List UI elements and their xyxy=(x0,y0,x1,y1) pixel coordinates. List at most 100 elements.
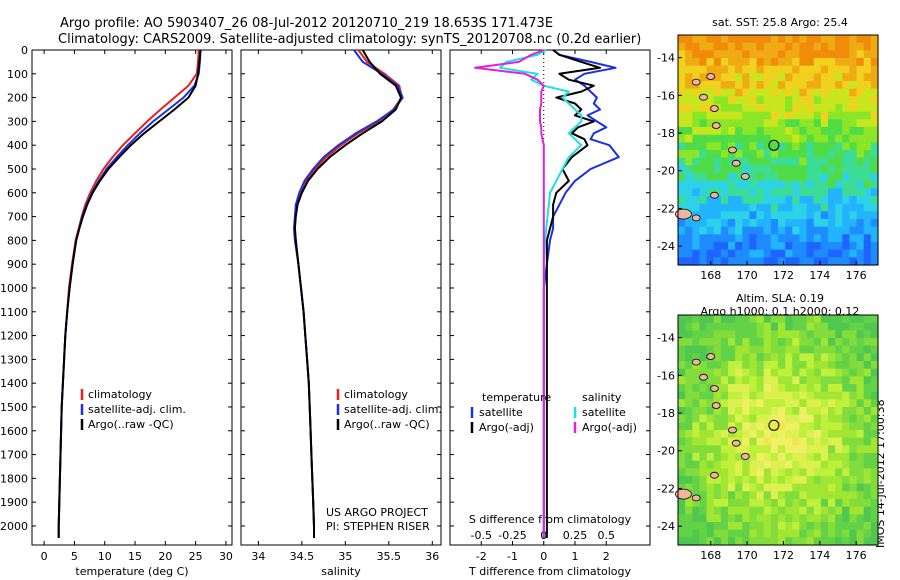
map-cell xyxy=(678,65,686,74)
map-cell xyxy=(720,50,729,59)
map-cell xyxy=(785,157,793,166)
map-cell xyxy=(842,81,851,90)
map-cell xyxy=(806,522,815,531)
map-cell xyxy=(735,322,743,331)
map-cell xyxy=(806,196,815,205)
map-cell xyxy=(713,65,722,74)
map-cell xyxy=(713,42,722,51)
map-cell xyxy=(806,476,815,485)
map-cell xyxy=(692,65,701,74)
map-cell xyxy=(763,529,772,538)
map-cell xyxy=(678,468,686,477)
map-cell xyxy=(792,119,801,128)
map-cell xyxy=(728,73,736,82)
map-cell xyxy=(849,476,858,485)
island xyxy=(710,471,719,479)
map-cell xyxy=(806,338,815,347)
map-cell xyxy=(742,338,751,347)
map-cell xyxy=(699,111,708,120)
map-cell xyxy=(863,537,872,546)
map-cell xyxy=(763,203,772,212)
y-tick-label: 1700 xyxy=(0,449,28,462)
map-cell xyxy=(799,42,808,51)
map-cell xyxy=(713,445,722,454)
map-cell xyxy=(820,353,829,362)
map-cell xyxy=(813,529,822,538)
map-cell xyxy=(828,414,836,423)
map-cell xyxy=(813,88,822,97)
map-cell xyxy=(763,165,772,174)
map-cell xyxy=(835,376,843,385)
map-cell xyxy=(820,50,829,59)
map-cell xyxy=(742,522,751,531)
island xyxy=(699,93,708,101)
map-cell xyxy=(820,414,829,423)
map-cell xyxy=(870,322,879,331)
map-cell xyxy=(678,58,686,67)
map-cell xyxy=(828,353,836,362)
map-cell xyxy=(756,196,765,205)
map-cell xyxy=(835,361,843,370)
map-cell xyxy=(778,460,786,469)
map-cell xyxy=(749,88,758,97)
map-cell xyxy=(763,234,772,243)
map-cell xyxy=(685,104,693,113)
map-cell xyxy=(728,111,736,120)
map-cell xyxy=(706,165,715,174)
map-cell xyxy=(870,226,879,235)
map-y-tick-label: -16 xyxy=(657,89,675,102)
map-cell xyxy=(778,430,786,439)
map-cell xyxy=(849,407,858,416)
map-cell xyxy=(692,506,701,515)
map-cell xyxy=(856,529,865,538)
map-cell xyxy=(728,165,736,174)
map-cell xyxy=(813,234,822,243)
map-cell xyxy=(720,322,729,331)
map-cell xyxy=(770,361,779,370)
map-cell xyxy=(685,514,693,523)
map-cell xyxy=(856,203,865,212)
map-cell xyxy=(799,81,808,90)
map-cell xyxy=(792,437,801,446)
map-cell xyxy=(792,537,801,546)
map-cell xyxy=(820,65,829,74)
map-cell xyxy=(720,414,729,423)
map-cell xyxy=(785,180,793,189)
map-cell xyxy=(728,476,736,485)
map-cell xyxy=(763,35,772,44)
map-cell xyxy=(685,42,693,51)
map-cell xyxy=(849,345,858,354)
map-cell xyxy=(820,491,829,500)
map-cell xyxy=(756,338,765,347)
map-cell xyxy=(720,88,729,97)
map-cell xyxy=(835,453,843,462)
map-cell xyxy=(813,42,822,51)
map-cell xyxy=(685,257,693,266)
map-cell xyxy=(785,453,793,462)
map-cell xyxy=(685,353,693,362)
map-cell xyxy=(813,134,822,143)
map-cell xyxy=(699,65,708,74)
map-cell xyxy=(785,460,793,469)
map-cell xyxy=(713,345,722,354)
island xyxy=(740,452,750,460)
map-cell xyxy=(735,111,743,120)
map-cell xyxy=(756,407,765,416)
map-cell xyxy=(856,35,865,44)
map-cell xyxy=(763,58,772,67)
map-cell xyxy=(713,242,722,251)
map-cell xyxy=(785,468,793,477)
x-tick-label: 36 xyxy=(425,550,439,563)
map-y-tick-label: -14 xyxy=(657,52,675,65)
island xyxy=(706,73,716,80)
map-cell xyxy=(828,35,836,44)
map-cell xyxy=(813,453,822,462)
map-cell xyxy=(870,430,879,439)
map-cell xyxy=(749,422,758,431)
map-cell xyxy=(806,399,815,408)
map-cell xyxy=(792,242,801,251)
map-cell xyxy=(813,315,822,324)
map-cell xyxy=(863,211,872,220)
map-cell xyxy=(849,368,858,377)
map-cell xyxy=(792,219,801,228)
